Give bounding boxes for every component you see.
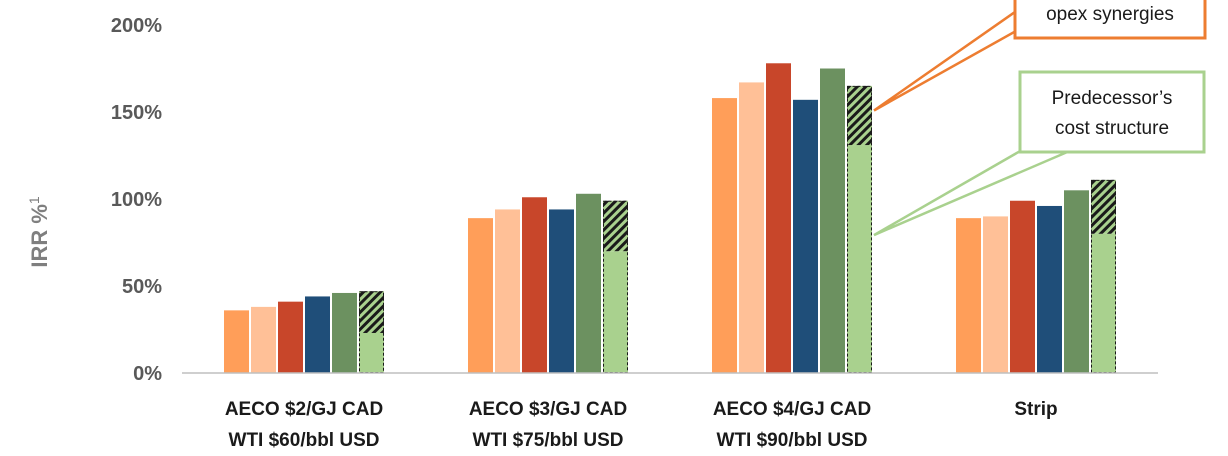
bar-hatched-segment — [847, 85, 872, 146]
category-label: AECO $4/GJ CAD — [713, 399, 871, 420]
y-tick-label: 0% — [133, 363, 162, 385]
bar — [603, 251, 628, 373]
category-label: AECO $3/GJ CAD — [469, 399, 627, 420]
bar — [495, 209, 520, 373]
bar — [468, 218, 493, 373]
bar — [1037, 205, 1062, 373]
bar — [305, 296, 330, 373]
callout-label-cost: Predecessor’s — [1052, 88, 1173, 109]
bars — [224, 63, 1116, 374]
y-tick-label: 50% — [122, 276, 162, 298]
y-tick-label: 100% — [111, 189, 162, 211]
category-label: WTI $90/bbl USD — [717, 430, 868, 451]
bar — [332, 292, 357, 373]
category-label: WTI $75/bbl USD — [473, 430, 624, 451]
category-label: Strip — [1014, 399, 1057, 420]
bar — [1064, 190, 1089, 373]
bar — [224, 310, 249, 373]
bar — [359, 332, 384, 373]
bar-dashed-outline — [1091, 179, 1116, 373]
bar — [1091, 233, 1116, 373]
callout-box-cost — [1018, 70, 1206, 154]
category-label: AECO $2/GJ CAD — [225, 399, 383, 420]
bar — [766, 63, 791, 373]
bar — [820, 68, 845, 373]
bar — [522, 197, 547, 373]
y-tick-label: 200% — [111, 15, 162, 37]
callout-box-opex — [1013, 0, 1207, 40]
bar-hatched-segment — [603, 200, 628, 252]
category-labels: AECO $2/GJ CAD WTI $60/bbl USD AECO $3/GJ … — [225, 399, 1058, 451]
y-tick-label: 150% — [111, 102, 162, 124]
callouts: opex synergies Predecessor’s cost structur… — [873, 0, 1207, 237]
bar — [983, 216, 1008, 373]
callout-label-opex: opex synergies — [1046, 4, 1174, 25]
bar — [712, 98, 737, 373]
y-axis-ticks: 0% 50% 100% 150% 200% — [111, 15, 162, 385]
bar — [793, 99, 818, 373]
bar — [847, 145, 872, 373]
bar — [251, 306, 276, 373]
bar — [739, 82, 764, 374]
bar — [956, 218, 981, 373]
bar-hatched-segment — [359, 291, 384, 333]
bar — [549, 209, 574, 373]
callout-label-cost: cost structure — [1055, 118, 1169, 139]
y-axis-title-text: IRR %1 — [26, 196, 52, 268]
y-axis-title: IRR %1 — [26, 196, 52, 268]
bar — [1010, 200, 1035, 373]
category-label: WTI $60/bbl USD — [229, 430, 380, 451]
bar — [576, 193, 601, 373]
bar — [278, 301, 303, 373]
bar-hatched-segment — [1091, 179, 1116, 234]
